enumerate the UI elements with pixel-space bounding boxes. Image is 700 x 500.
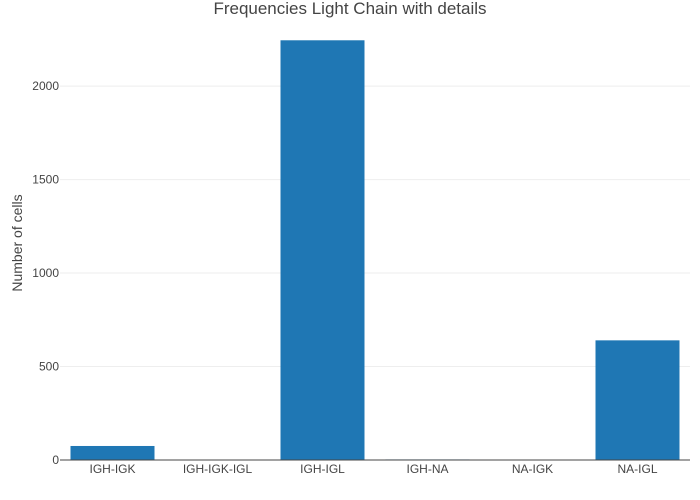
- x-tick-label: IGH-IGL: [300, 462, 345, 476]
- y-tick-label: 2000: [32, 79, 59, 93]
- x-tick-label: NA-IGL: [617, 462, 657, 476]
- bar-igh-igl: [280, 40, 365, 461]
- x-tick-label: IGH-NA: [407, 462, 449, 476]
- y-tick-label: 1000: [32, 266, 59, 280]
- y-tick-label: 0: [52, 453, 59, 467]
- x-tick-label: NA-IGK: [512, 462, 553, 476]
- bar-na-igl: [595, 340, 680, 460]
- y-tick-labels: 0 500 1000 1500 2000: [32, 79, 59, 467]
- gridlines: [60, 85, 690, 368]
- y-axis-title: Number of cells: [9, 194, 25, 291]
- y-tick-label: 1500: [32, 173, 59, 187]
- y-tick-label: 500: [39, 360, 59, 374]
- x-tick-label: IGH-IGK: [89, 462, 135, 476]
- chart-title: Frequencies Light Chain with details: [213, 0, 486, 18]
- x-tick-label: IGH-IGK-IGL: [183, 462, 253, 476]
- x-tick-labels: IGH-IGK IGH-IGK-IGL IGH-IGL IGH-NA NA-IGK NA-…: [89, 462, 657, 476]
- bars: [70, 40, 680, 461]
- bar-igh-igk: [70, 445, 155, 460]
